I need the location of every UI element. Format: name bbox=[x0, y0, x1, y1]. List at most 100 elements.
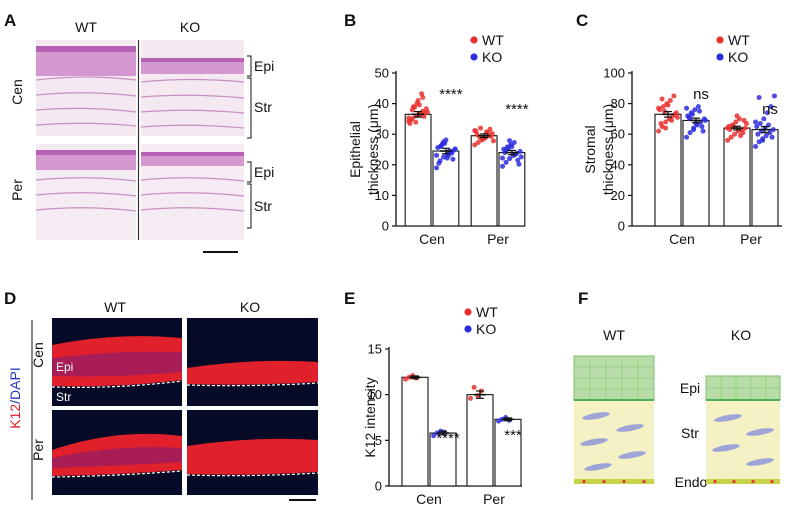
panel-a-letter: A bbox=[4, 11, 16, 30]
panel-d-letter: D bbox=[4, 289, 16, 308]
y-tick-label: 100 bbox=[603, 66, 625, 81]
panel-a-epi-label-1: Epi bbox=[254, 58, 274, 74]
panel-d-row-cen: Cen bbox=[30, 342, 46, 368]
data-point bbox=[725, 125, 731, 131]
he-image-ko-cen bbox=[140, 40, 245, 136]
data-point bbox=[738, 133, 744, 139]
data-point bbox=[436, 160, 442, 166]
x-tick-label: Per bbox=[487, 231, 509, 247]
y-tick-label: 0 bbox=[375, 479, 382, 494]
y-tick-label: 80 bbox=[611, 96, 625, 111]
y-tick-label: 50 bbox=[375, 66, 389, 81]
data-point bbox=[507, 156, 513, 162]
bracket-str-cen bbox=[247, 77, 252, 139]
if-image-wt-per bbox=[51, 410, 183, 495]
y-tick-label: 0 bbox=[382, 219, 389, 234]
panel-f-col-ko: KO bbox=[731, 327, 751, 343]
data-point bbox=[415, 98, 421, 104]
bar-wt-cen bbox=[404, 113, 432, 227]
data-point bbox=[697, 108, 703, 114]
data-point bbox=[517, 148, 523, 154]
data-point bbox=[471, 384, 477, 390]
legend-label: WT bbox=[476, 304, 498, 320]
panel-a-col-ko: KO bbox=[180, 19, 200, 35]
y-axis-label: Epithelial bbox=[347, 121, 363, 178]
panel-f-letter: F bbox=[578, 289, 588, 308]
legend-marker bbox=[464, 325, 472, 333]
data-point bbox=[511, 139, 517, 145]
stain-dapi: DAPI bbox=[7, 367, 23, 400]
legend-marker bbox=[470, 36, 478, 44]
data-point bbox=[468, 395, 474, 401]
panel-d: D WT KO K12/DAPI Cen Per Epi Str bbox=[4, 289, 319, 501]
data-point bbox=[764, 110, 770, 116]
data-point bbox=[509, 143, 515, 149]
bar-ko-cen bbox=[429, 432, 457, 487]
panel-f-col-wt: WT bbox=[603, 327, 625, 343]
data-point bbox=[728, 134, 734, 140]
data-point bbox=[754, 124, 760, 130]
he-image-ko-per bbox=[140, 144, 245, 240]
data-point bbox=[431, 433, 437, 439]
legend-marker bbox=[464, 308, 472, 316]
panel-f-endo-label: Endo bbox=[675, 474, 708, 490]
y-tick-label: 5 bbox=[375, 433, 382, 448]
y-tick-label: 15 bbox=[368, 342, 382, 357]
panel-a-row-cen: Cen bbox=[9, 79, 25, 105]
data-point bbox=[663, 125, 669, 131]
y-tick-label: 10 bbox=[375, 188, 389, 203]
data-point bbox=[755, 131, 761, 137]
data-point bbox=[768, 104, 774, 110]
legend-label: WT bbox=[728, 32, 750, 48]
data-point bbox=[770, 127, 776, 133]
bar-ko-per bbox=[494, 418, 522, 487]
y-tick-label: 30 bbox=[375, 127, 389, 142]
data-point bbox=[409, 107, 415, 113]
panel-a: A WT KO Cen Per bbox=[4, 11, 274, 253]
data-point bbox=[700, 128, 706, 134]
panel-a-col-wt: WT bbox=[75, 19, 97, 35]
panel-f-epi-label: Epi bbox=[680, 380, 700, 396]
data-point bbox=[500, 163, 506, 169]
data-point bbox=[760, 137, 766, 143]
panel-letter: E bbox=[344, 289, 355, 308]
data-point bbox=[660, 104, 666, 110]
data-point bbox=[725, 137, 731, 143]
data-point bbox=[756, 94, 762, 100]
if-label-epi: Epi bbox=[56, 360, 73, 374]
panel-b-chart: B Epithelial thickness (μm) 0 10 20 30 40 50 WTKO… bbox=[344, 11, 529, 247]
data-point bbox=[478, 125, 484, 131]
data-point bbox=[771, 93, 777, 99]
data-point bbox=[687, 130, 693, 136]
data-point bbox=[665, 102, 671, 108]
y-tick-label: 40 bbox=[375, 96, 389, 111]
data-point bbox=[734, 113, 740, 119]
bracket-str-per bbox=[247, 183, 252, 229]
panel-a-row-per: Per bbox=[9, 179, 25, 201]
x-tick-label: Per bbox=[483, 491, 505, 505]
data-point bbox=[413, 119, 419, 125]
y-axis-label-line2: thickness (μm) bbox=[365, 104, 381, 195]
data-point bbox=[518, 154, 524, 160]
y-tick-label: 40 bbox=[611, 157, 625, 172]
significance-label: ns bbox=[762, 101, 778, 118]
if-image-wt-cen: Epi Str bbox=[51, 318, 183, 406]
data-point bbox=[689, 111, 695, 117]
panel-d-col-ko: KO bbox=[240, 299, 260, 315]
data-point bbox=[669, 117, 675, 123]
data-point bbox=[450, 156, 456, 162]
data-point bbox=[507, 138, 513, 144]
legend-label: KO bbox=[728, 49, 748, 65]
data-point bbox=[515, 157, 521, 163]
data-point bbox=[769, 134, 775, 140]
panel-a-str-label-1: Str bbox=[254, 99, 272, 115]
y-axis-label: Stromal bbox=[582, 125, 598, 173]
data-point bbox=[684, 105, 690, 111]
data-point bbox=[490, 138, 496, 144]
legend-label: KO bbox=[476, 321, 496, 337]
data-point bbox=[732, 131, 738, 137]
significance-label: *** bbox=[504, 427, 522, 444]
legend-label: WT bbox=[482, 32, 504, 48]
legend-label: KO bbox=[482, 49, 502, 65]
